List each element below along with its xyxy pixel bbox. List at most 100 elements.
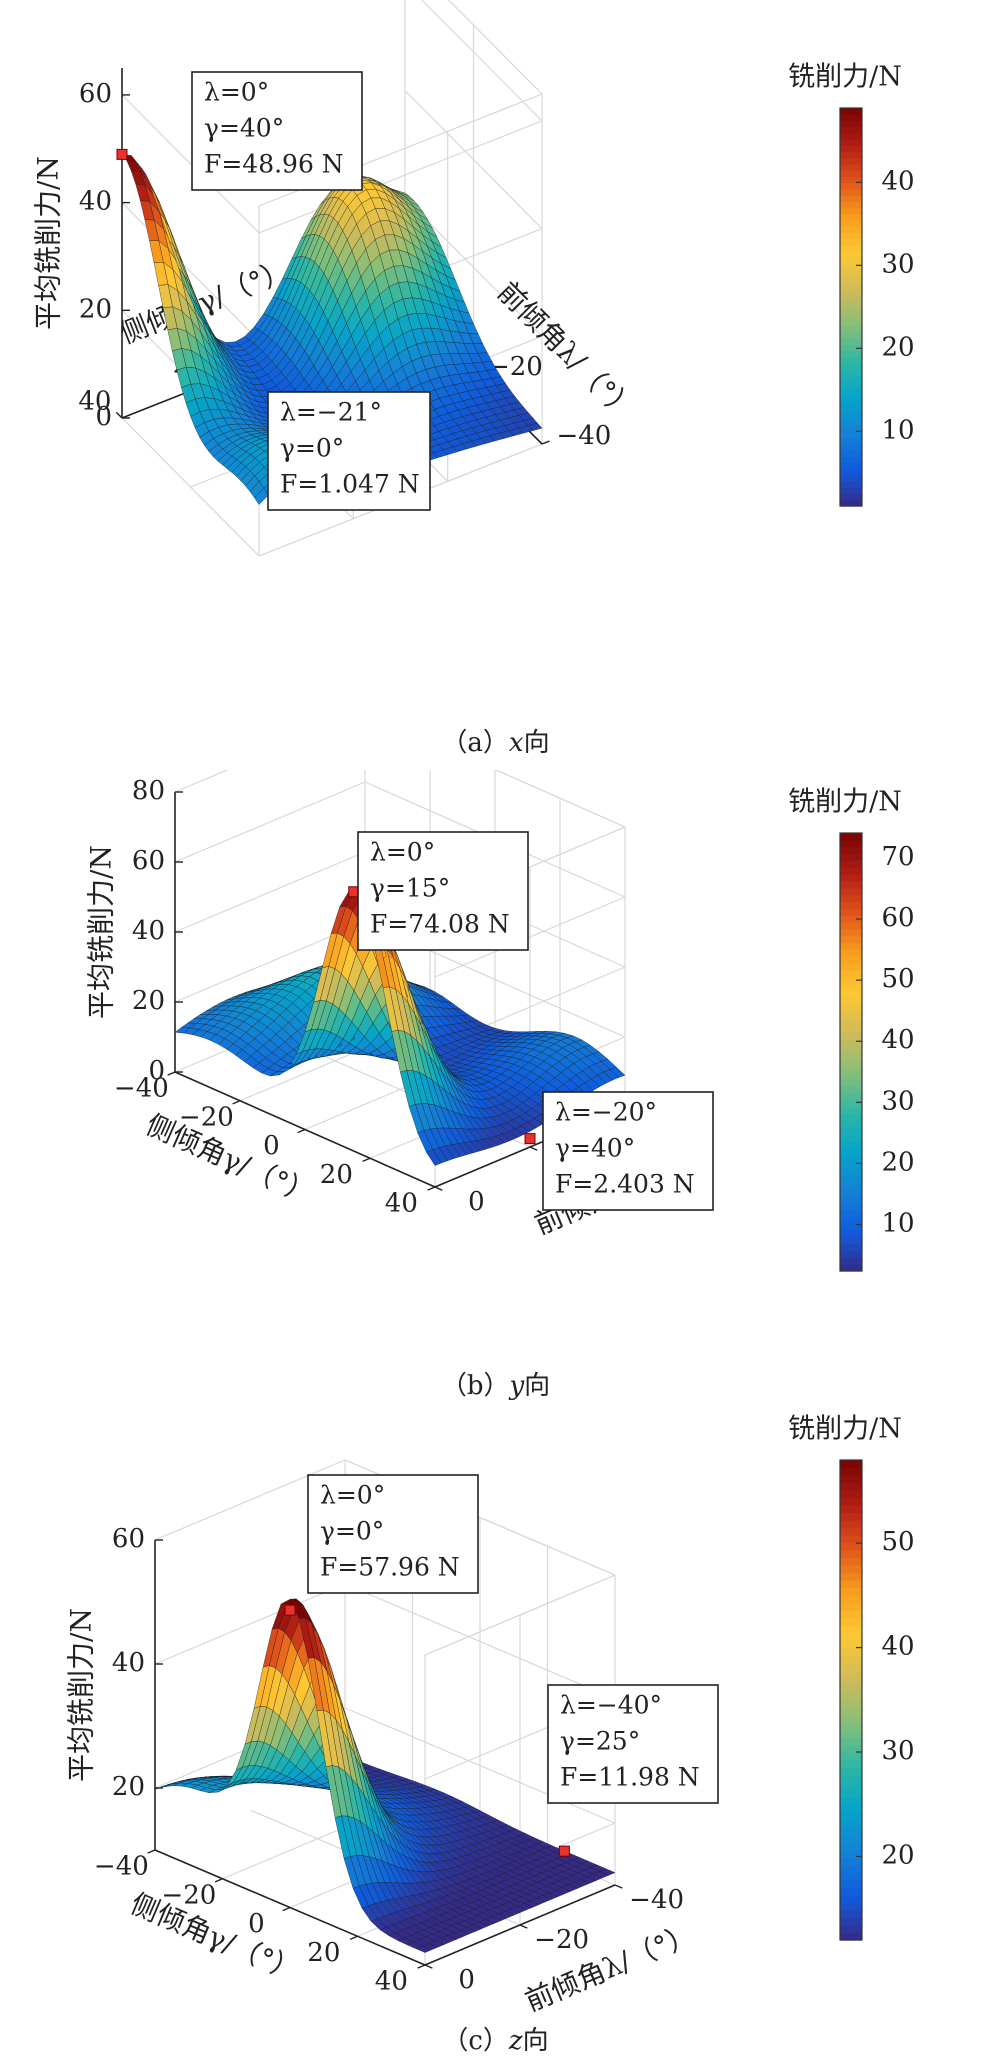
min-datatip-box: [267, 391, 431, 511]
colorbar-step: [840, 928, 862, 937]
colorbar-step: [840, 269, 862, 277]
colorbar-step: [840, 338, 862, 345]
colorbar-step: [840, 232, 862, 240]
colorbar-step: [840, 1482, 862, 1491]
gamma-tick: [232, 1100, 241, 1105]
colorbar-step: [840, 1236, 862, 1245]
colorbar-step: [840, 1168, 862, 1176]
colorbar-step: [840, 969, 862, 978]
colorbar-step: [840, 1072, 862, 1080]
colorbar-step: [840, 238, 862, 246]
colorbar-step: [840, 188, 862, 196]
colorbar-step: [840, 1610, 862, 1619]
lambda-tick: [519, 1924, 528, 1929]
z-gridline: [174, 770, 229, 793]
colorbar-step: [840, 418, 862, 426]
min-datatip-line: F=2.403 N: [555, 1170, 695, 1199]
colorbar-step: [840, 1127, 862, 1135]
gamma-tick: [147, 1849, 156, 1854]
colorbar-step: [840, 394, 862, 401]
colorbar-step: [840, 1202, 862, 1210]
max-datatip-line: λ=0°: [370, 838, 435, 867]
colorbar-step: [840, 1505, 862, 1514]
colorbar-step: [840, 207, 862, 215]
colorbar-step: [840, 257, 862, 265]
colorbar-step: [840, 1790, 862, 1799]
max-datatip-line: F=74.08 N: [370, 910, 510, 939]
colorbar-step: [840, 1099, 862, 1108]
colorbar-step: [840, 1842, 862, 1851]
colorbar-step: [840, 1257, 862, 1265]
colorbar-step: [840, 1827, 862, 1836]
gamma-tick: [297, 1128, 306, 1134]
colorbar-step: [840, 1052, 862, 1060]
colorbar-step: [840, 1093, 862, 1101]
colorbar-step: [840, 474, 862, 482]
colorbar-frame: [839, 1459, 863, 1941]
z-gridline: [494, 770, 626, 828]
colorbar-step: [840, 344, 862, 352]
colorbar-step: [840, 1932, 862, 1941]
z-tick-label: 20: [79, 294, 112, 324]
lambda-tick: [529, 1146, 538, 1151]
colorbar-step: [840, 1737, 862, 1746]
colorbar-step: [840, 1195, 862, 1204]
colorbar-step: [840, 263, 862, 271]
z-tick-label: 60: [79, 79, 112, 109]
gamma-tick-label: −40: [94, 1852, 149, 1882]
colorbar-frame: [839, 832, 863, 1272]
colorbar-step: [840, 1655, 862, 1664]
colorbar-step: [840, 170, 862, 178]
colorbar-step: [840, 1602, 862, 1611]
colorbar-tick-label: 40: [881, 166, 914, 196]
colorbar-step: [840, 1715, 862, 1724]
colorbar-tick-label: 20: [881, 332, 914, 362]
colorbar-step: [840, 1223, 862, 1231]
colorbar-step: [840, 894, 862, 903]
gamma-tick-label: 0: [263, 1131, 280, 1161]
surface-cell: [154, 1784, 171, 1790]
min-datatip-line: F=1.047 N: [280, 470, 420, 499]
colorbar-step: [840, 176, 862, 184]
colorbar-step: [840, 1229, 862, 1238]
colorbar-step: [840, 325, 862, 333]
z-gridline: [258, 120, 543, 234]
colorbar-step: [840, 139, 862, 146]
z-axis-label: 平均铣削力/N: [65, 1608, 98, 1782]
colorbar-step: [840, 997, 862, 1005]
colorbar-step: [840, 963, 862, 971]
colorbar-step: [840, 956, 862, 964]
colorbar-step: [840, 839, 862, 848]
colorbar-step: [840, 1467, 862, 1476]
colorbar-step: [840, 294, 862, 302]
colorbar-step: [840, 1752, 862, 1761]
colorbar-step: [840, 1004, 862, 1012]
colorbar-step: [840, 1079, 862, 1087]
max-datatip-line: F=48.96 N: [204, 150, 344, 179]
colorbar-step: [840, 1707, 862, 1716]
colorbar-step: [840, 1490, 862, 1499]
colorbar-label: 铣削力/N: [788, 62, 902, 93]
colorbar-step: [840, 1835, 862, 1844]
colorbar-step: [840, 1175, 862, 1183]
colorbar-step: [840, 300, 862, 308]
lambda-tick-label: −40: [629, 1885, 684, 1915]
gamma-tick: [362, 1157, 371, 1162]
colorbar-step: [840, 406, 862, 414]
colorbar-step: [840, 369, 862, 377]
colorbar-step: [840, 1797, 862, 1806]
colorbar-step: [840, 1065, 862, 1074]
colorbar-step: [840, 1595, 862, 1604]
colorbar-step: [840, 499, 862, 507]
colorbar-step: [840, 983, 862, 991]
colorbar-step: [840, 1475, 862, 1484]
colorbar-step: [840, 331, 862, 339]
colorbar-step: [840, 935, 862, 944]
colorbar-step: [840, 481, 862, 488]
gamma-tick-label: 40: [385, 1189, 418, 1219]
colorbar-step: [840, 1640, 862, 1649]
min-point-marker: [558, 1845, 570, 1857]
colorbar-step: [840, 1520, 862, 1529]
colorbar-step: [840, 450, 862, 457]
